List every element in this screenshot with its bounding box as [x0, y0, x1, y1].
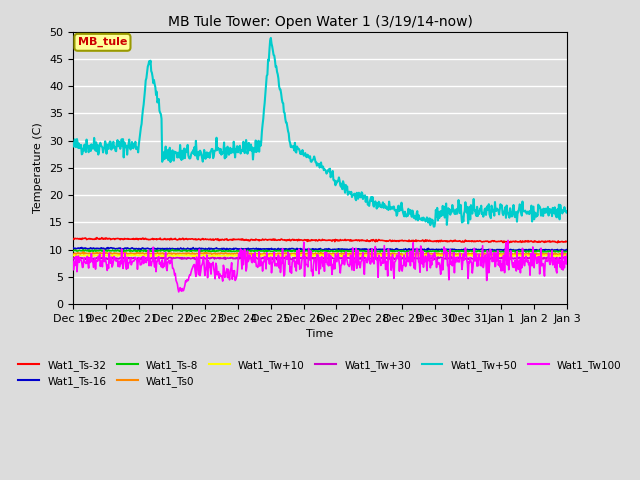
X-axis label: Time: Time	[307, 329, 333, 339]
Text: MB_tule: MB_tule	[78, 37, 127, 48]
Y-axis label: Temperature (C): Temperature (C)	[33, 122, 44, 213]
Legend: Wat1_Ts-32, Wat1_Ts-16, Wat1_Ts-8, Wat1_Ts0, Wat1_Tw+10, Wat1_Tw+30, Wat1_Tw+50,: Wat1_Ts-32, Wat1_Ts-16, Wat1_Ts-8, Wat1_…	[14, 356, 626, 391]
Title: MB Tule Tower: Open Water 1 (3/19/14-now): MB Tule Tower: Open Water 1 (3/19/14-now…	[168, 15, 472, 29]
